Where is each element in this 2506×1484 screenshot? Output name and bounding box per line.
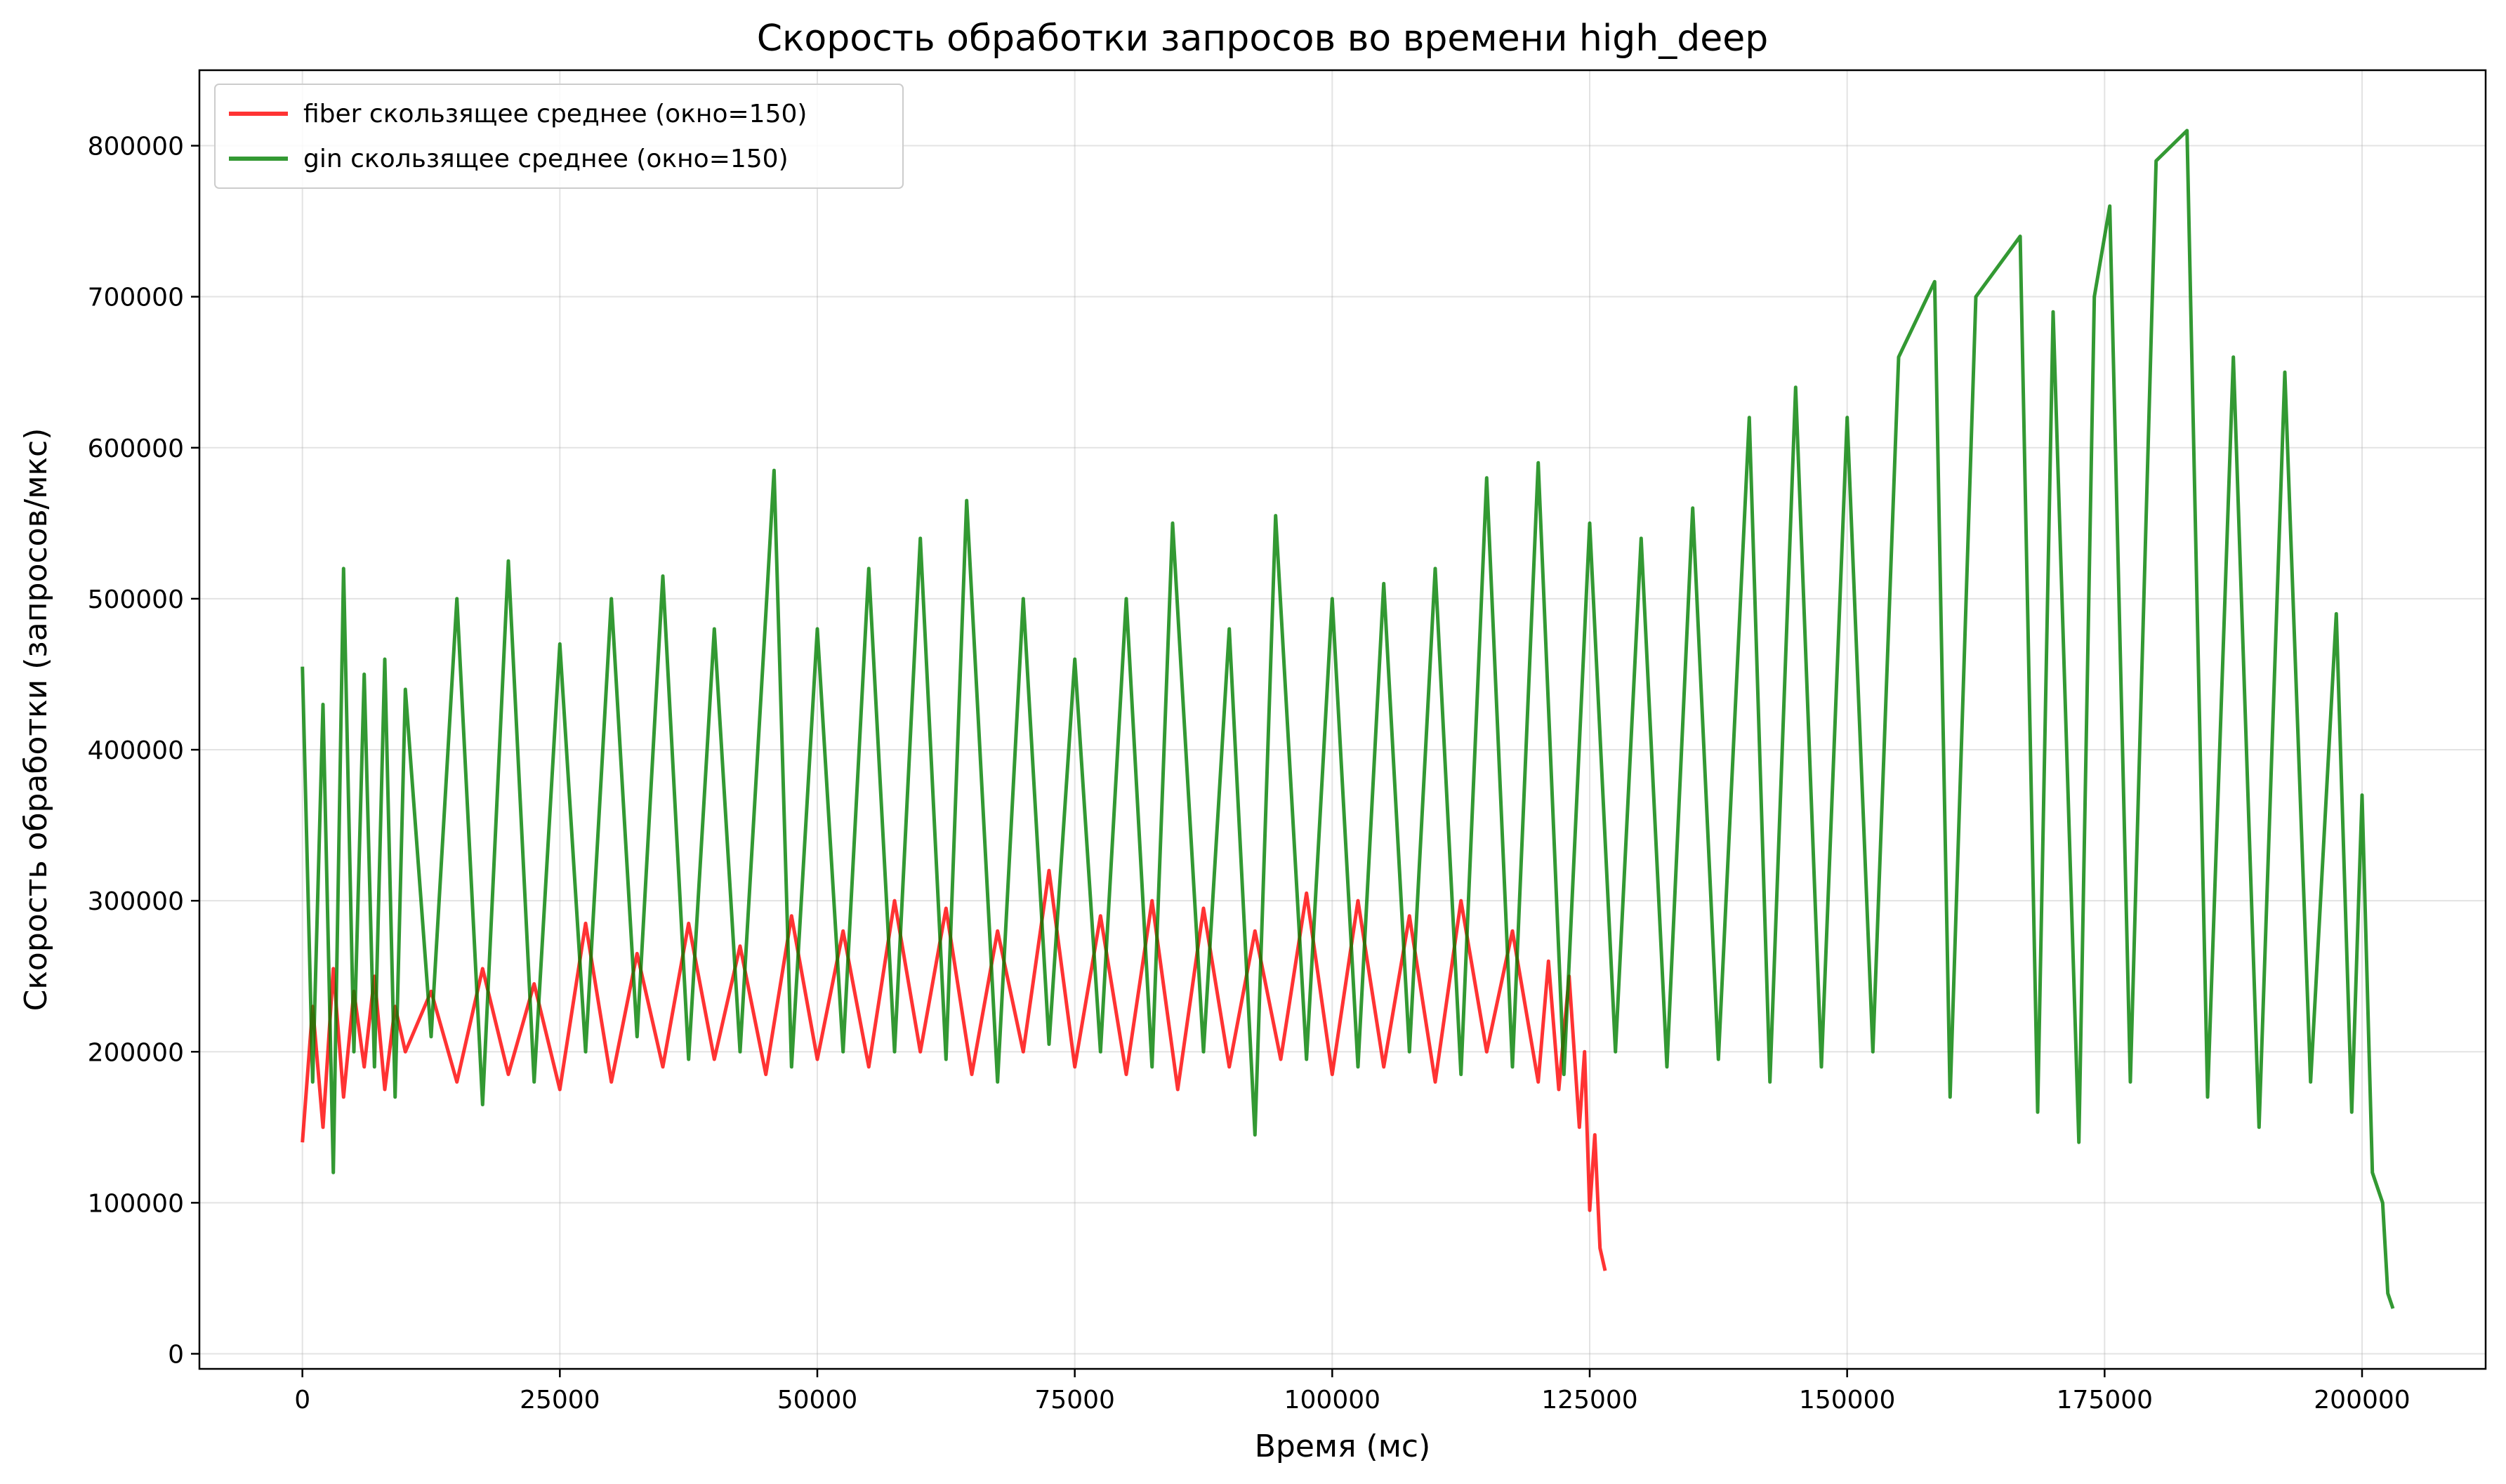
y-tick-label: 600000: [88, 435, 184, 463]
x-tick-label: 0: [294, 1386, 310, 1415]
y-tick-label: 0: [168, 1340, 184, 1369]
y-tick-label: 300000: [88, 887, 184, 916]
series-line-fiber: [301, 868, 1607, 1271]
x-tick-label: 100000: [1284, 1386, 1380, 1415]
y-tick-label: 200000: [88, 1038, 184, 1067]
x-axis-label: Время (мс): [1255, 1429, 1431, 1464]
plot-frame: [198, 69, 2487, 1370]
legend: fiber скользящее среднее (окно=150) gin …: [214, 84, 904, 189]
chart-title: Скорость обработки запросов во времени h…: [757, 18, 1769, 60]
x-tick-label: 25000: [520, 1386, 600, 1415]
x-tick-label: 75000: [1034, 1386, 1115, 1415]
legend-box: [214, 84, 904, 189]
y-tick-label: 700000: [88, 284, 184, 312]
x-tick-label: 200000: [2314, 1386, 2410, 1415]
y-tick-label: 800000: [88, 133, 184, 161]
series-layer: [301, 128, 2395, 1309]
y-tick-label: 400000: [88, 736, 184, 765]
grid: [199, 70, 2486, 1369]
x-tick-label: 175000: [2057, 1386, 2153, 1415]
x-tick-label: 150000: [1799, 1386, 1895, 1415]
y-axis-label: Скорость обработки (запросов/мкс): [18, 428, 54, 1012]
legend-label-gin: gin скользящее среднее (окно=150): [303, 145, 789, 173]
legend-label-fiber: fiber скользящее среднее (окно=150): [303, 100, 807, 128]
y-tick-label: 100000: [88, 1189, 184, 1218]
ticks: 0 25000 50000 75000 100000 125000 150000 175000…: [88, 133, 2411, 1415]
x-tick-label: 125000: [1541, 1386, 1637, 1415]
y-tick-label: 500000: [88, 585, 184, 614]
x-tick-label: 50000: [777, 1386, 858, 1415]
series-line-gin: [301, 128, 2395, 1309]
